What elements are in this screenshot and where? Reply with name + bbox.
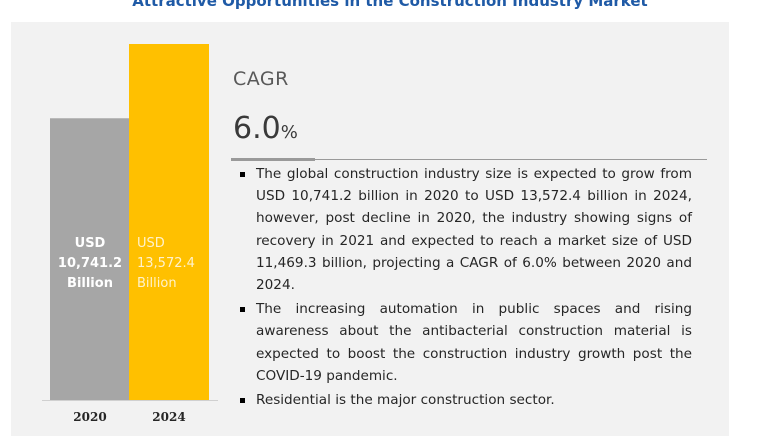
bar-chart: USD 10,741.2 Billion 2020 USD 13,572.4 Billion…: [42, 44, 218, 424]
x-tick-label: 2020: [73, 410, 106, 424]
highlights-list: The global construction industry size is…: [238, 163, 692, 413]
bar: [129, 44, 209, 400]
bullet-icon: [240, 398, 245, 404]
cagr-number: 6.0: [233, 111, 281, 146]
x-tick-label: 2024: [152, 410, 185, 424]
bar-data-label: 10,741.2: [58, 256, 122, 271]
list-item: Residential is the major construction se…: [238, 389, 692, 411]
cagr-value: 6.0%: [233, 111, 298, 146]
list-item: The global construction industry size is…: [238, 163, 692, 296]
bullet-text: The global construction industry size is…: [256, 166, 692, 294]
cagr-divider-accent: [231, 158, 315, 161]
bar-data-label: Billion: [67, 276, 113, 291]
bar-data-label: 13,572.4: [137, 256, 195, 271]
cagr-divider: [231, 159, 707, 160]
bullet-icon: [240, 172, 245, 177]
cagr-label: CAGR: [233, 68, 289, 90]
bullet-text: The increasing automation in public spac…: [256, 301, 692, 384]
chart-title: Attractive Opportunities in the Construc…: [132, 0, 648, 10]
bar-data-label: USD: [137, 236, 165, 251]
bullet-text: Residential is the major construction se…: [256, 392, 555, 409]
bar: [50, 118, 130, 400]
bar-data-label: Billion: [137, 276, 177, 291]
bullet-icon: [240, 307, 245, 313]
bar-data-label: USD: [75, 236, 106, 251]
list-item: The increasing automation in public spac…: [238, 298, 692, 387]
cagr-unit: %: [280, 122, 298, 143]
